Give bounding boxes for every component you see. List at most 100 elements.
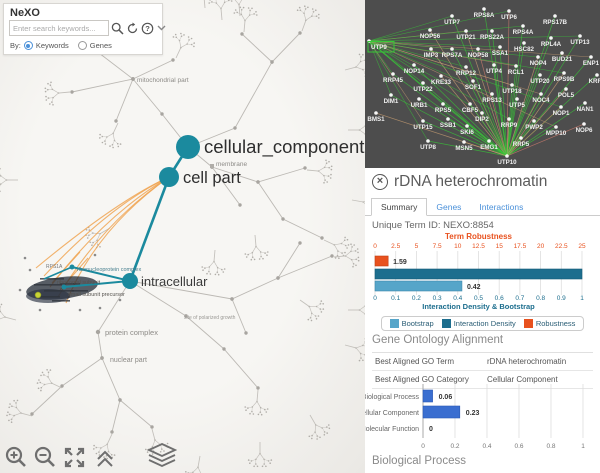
layers-button[interactable] <box>146 443 178 473</box>
gene-label-msn5[interactable]: MSN5 <box>455 145 473 152</box>
gene-node-rrp45[interactable] <box>391 72 395 76</box>
gene-node-ssb1[interactable] <box>446 117 450 121</box>
gene-label-utp6[interactable]: UTP6 <box>501 14 517 21</box>
gene-label-krr1[interactable]: KRR1 <box>589 78 600 85</box>
gene-label-nop14[interactable]: NOP14 <box>404 68 425 75</box>
gene-label-noc4[interactable]: NOC4 <box>532 97 550 104</box>
gene-label-utp13[interactable]: UTP13 <box>570 39 590 46</box>
gene-label-urb1[interactable]: URB1 <box>411 102 428 109</box>
gene-node-sof1[interactable] <box>471 79 475 83</box>
gene-node-imp3[interactable] <box>429 47 433 51</box>
gene-node-nop4[interactable] <box>536 55 540 59</box>
gene-label-rrp9[interactable]: RRP9 <box>501 122 518 129</box>
gene-label-nan1[interactable]: NAN1 <box>577 106 594 113</box>
legend-item-robustness[interactable]: Robustness <box>523 319 575 328</box>
collapse-button[interactable] <box>96 450 114 473</box>
gene-label-nop58[interactable]: NOP58 <box>468 52 489 59</box>
gene-label-utp20[interactable]: UTP20 <box>530 78 550 85</box>
gene-node-enp1[interactable] <box>589 55 593 59</box>
gene-label-ssa1[interactable]: SSA1 <box>492 50 509 57</box>
gene-node-rps13[interactable] <box>490 92 494 96</box>
gene-label-nop6[interactable]: NOP6 <box>576 127 593 134</box>
gene-node-utp20[interactable] <box>538 73 542 77</box>
gene-label-rps9b[interactable]: RPS9B <box>554 76 575 83</box>
gene-node-pol5[interactable] <box>564 87 568 91</box>
tab-interactions[interactable]: Interactions <box>479 202 524 212</box>
gene-node-utp15[interactable] <box>421 119 425 123</box>
gene-label-ssb1[interactable]: SSB1 <box>440 122 457 129</box>
radio-keywords[interactable] <box>23 41 33 50</box>
gene-node-nop56[interactable] <box>428 28 432 32</box>
search-icon[interactable] <box>111 21 124 35</box>
gene-node-rrp9[interactable] <box>507 117 511 121</box>
gene-label-rrp5[interactable]: RRP5 <box>513 141 530 148</box>
term-node-ribonucleoprotein-complex-node[interactable] <box>69 264 75 270</box>
close-icon[interactable]: × <box>372 174 388 190</box>
chevron-down-icon[interactable] <box>157 25 166 31</box>
gene-node-msn5[interactable] <box>462 140 466 144</box>
gene-node-rrp12[interactable] <box>464 65 468 69</box>
gene-label-rcl1[interactable]: RCL1 <box>508 69 525 76</box>
gene-node-rpl4a[interactable] <box>549 36 553 40</box>
gene-node-nop1[interactable] <box>559 105 563 109</box>
gene-node-utp7[interactable] <box>450 14 454 18</box>
gene-node-mpp10[interactable] <box>554 125 558 129</box>
gene-label-emg1[interactable]: EMG1 <box>480 144 498 151</box>
gene-label-utp22[interactable]: UTP22 <box>413 86 433 93</box>
zoom-out-button[interactable] <box>33 445 57 473</box>
gene-node-utp5[interactable] <box>515 97 519 101</box>
gene-label-nop56[interactable]: NOP56 <box>420 33 441 40</box>
gene-node-nop58[interactable] <box>476 47 480 51</box>
gene-label-rps8a[interactable]: RPS8A <box>474 12 495 19</box>
gene-node-rps7a[interactable] <box>450 47 454 51</box>
help-icon[interactable]: ? <box>141 21 154 35</box>
legend-item-bootstrap[interactable]: Bootstrap <box>389 319 434 328</box>
gene-node-rps8a[interactable] <box>482 7 486 11</box>
gene-label-rpl4a[interactable]: RPL4A <box>541 41 562 48</box>
gene-label-utp15[interactable]: UTP15 <box>413 124 433 131</box>
interaction-network-panel[interactable]: UTP9 NOP56 UTP7 RPS8A UTP6 RPS17B UTP21 RPS22A R… <box>365 0 600 168</box>
gene-label-utp4[interactable]: UTP4 <box>486 68 502 75</box>
gene-node-ssa1[interactable] <box>498 45 502 49</box>
gene-label-utp9[interactable]: UTP9 <box>371 44 387 51</box>
term-node-cluster-node[interactable] <box>61 284 67 290</box>
selected-term-marker[interactable] <box>34 291 42 299</box>
gene-label-utp18[interactable]: UTP18 <box>502 88 522 95</box>
gene-node-hsc82[interactable] <box>522 41 526 45</box>
gene-node-urb1[interactable] <box>417 97 421 101</box>
gene-node-rrp5[interactable] <box>519 136 523 140</box>
zoom-in-button[interactable] <box>4 445 28 473</box>
gene-node-ski6[interactable] <box>465 124 469 128</box>
gene-node-rcl1[interactable] <box>514 64 518 68</box>
gene-label-dip2[interactable]: DIP2 <box>475 116 489 123</box>
gene-node-bms1[interactable] <box>374 111 378 115</box>
gene-label-enp1[interactable]: ENP1 <box>583 60 600 67</box>
gene-node-utp18[interactable] <box>510 83 514 87</box>
gene-label-dim1[interactable]: DIM1 <box>384 98 399 105</box>
gene-label-utp5[interactable]: UTP5 <box>509 102 525 109</box>
gene-node-utp6[interactable] <box>507 9 511 13</box>
gene-label-utp8[interactable]: UTP8 <box>420 144 436 151</box>
gene-node-kre33[interactable] <box>439 74 443 78</box>
gene-node-utp22[interactable] <box>421 81 425 85</box>
term-node-cellular-component[interactable] <box>176 135 200 159</box>
gene-label-rps13[interactable]: RPS13 <box>482 97 502 104</box>
gene-node-emg1[interactable] <box>487 139 491 143</box>
gene-label-rps17b[interactable]: RPS17B <box>543 19 568 26</box>
gene-node-utp4[interactable] <box>492 63 496 67</box>
gene-label-nop4[interactable]: NOP4 <box>530 60 547 67</box>
gene-label-bms1[interactable]: BMS1 <box>367 116 385 123</box>
gene-node-cbf5[interactable] <box>468 102 472 106</box>
gene-label-rps7a[interactable]: RPS7A <box>442 52 463 59</box>
gene-label-sof1[interactable]: SOF1 <box>465 84 482 91</box>
gene-node-utp8[interactable] <box>426 139 430 143</box>
gene-label-utp7[interactable]: UTP7 <box>444 19 460 26</box>
gene-node-rps9b[interactable] <box>562 71 566 75</box>
gene-node-pwp2[interactable] <box>532 119 536 123</box>
gene-node-noc4[interactable] <box>539 92 543 96</box>
gene-node-rps5[interactable] <box>441 102 445 106</box>
gene-node-dim1[interactable] <box>389 93 393 97</box>
gene-label-cbf5[interactable]: CBF5 <box>462 107 479 114</box>
gene-node-krr1[interactable] <box>595 73 599 77</box>
legend-item-interaction-density[interactable]: Interaction Density <box>441 319 516 328</box>
